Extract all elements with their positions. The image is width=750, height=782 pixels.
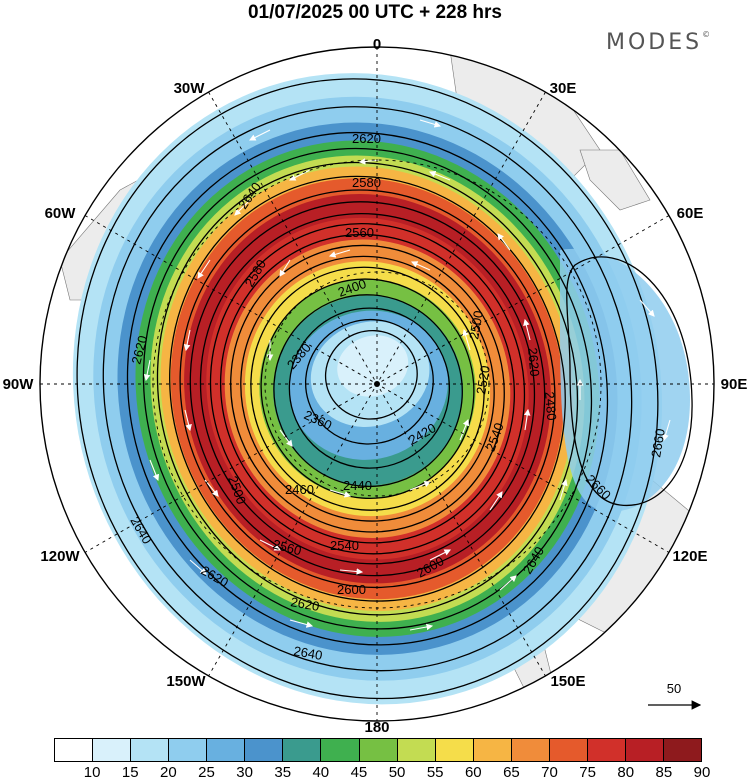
- vector-reference-label: 50: [667, 681, 681, 696]
- colorbar-swatch: [283, 739, 322, 761]
- colorbar-tick-label: 50: [388, 764, 406, 781]
- south-pole-marker: [374, 381, 380, 387]
- contour-label: 2580: [352, 175, 381, 190]
- colorbar-tick-label: 75: [579, 764, 596, 781]
- colorbar-swatch: [131, 739, 170, 761]
- colorbar-ticks: 10 15 20 25 30 35 40 45 50 55 60 65 70 75 80 85 90: [54, 764, 711, 782]
- contour-label: 2620: [525, 347, 542, 377]
- contour-label: 2600: [337, 582, 366, 597]
- contour-label: 2500: [466, 309, 486, 340]
- colorbar-swatch: [55, 739, 94, 761]
- contour-label: 2480: [542, 391, 559, 421]
- colorbar-swatch: [397, 739, 436, 761]
- colorbar-tick-label: 35: [274, 764, 292, 781]
- colorbar-tick-label: 25: [198, 764, 215, 781]
- wind-vectors: [143, 119, 671, 631]
- longitude-label-30w: 30W: [174, 80, 206, 97]
- contour-label: 2640: [292, 643, 323, 663]
- colorbar-tick-label: 55: [426, 764, 444, 781]
- contour-label: 2660: [648, 427, 668, 458]
- colorbar-swatch: [473, 739, 512, 761]
- colorbar-swatch: [625, 739, 664, 761]
- longitude-label-120e: 120E: [672, 548, 707, 565]
- colorbar-swatch: [359, 739, 398, 761]
- colorbar-swatch: [169, 739, 208, 761]
- longitude-label-120w: 120W: [40, 548, 80, 565]
- contour-label: 2460: [285, 482, 314, 497]
- longitude-label-60w: 60W: [45, 205, 77, 222]
- colorbar-tick-label: 15: [121, 764, 139, 781]
- contour-2660: [566, 256, 693, 507]
- longitude-label-90w: 90W: [3, 376, 35, 393]
- colorbar-tick-label: 70: [541, 764, 558, 781]
- longitude-label-30e: 30E: [550, 80, 577, 97]
- longitude-label-180: 180: [364, 719, 389, 736]
- colorbar-tick-label: 45: [350, 764, 368, 781]
- longitude-label-60e: 60E: [677, 205, 704, 222]
- colorbar-tick-label: 60: [464, 764, 482, 781]
- longitude-label-150w: 150W: [166, 673, 206, 690]
- colorbar-tick-label: 90: [693, 764, 711, 781]
- longitude-label-90e: 90E: [721, 376, 748, 393]
- colorbar-swatch: [93, 739, 132, 761]
- modes-logo: MODES©: [606, 30, 711, 55]
- colorbar-swatch: [549, 739, 588, 761]
- contour-label: 2560: [345, 225, 374, 240]
- contour-label: 2620: [289, 594, 320, 614]
- longitude-label-0: 0: [373, 36, 381, 53]
- colorbar-tick-label: 10: [83, 764, 101, 781]
- longitude-label-150e: 150E: [550, 673, 585, 690]
- colorbar-swatch: [245, 739, 284, 761]
- contour-label-group: 2620 2640 2580 2560 2400 2380 2360 2420 …: [127, 131, 668, 663]
- east-jet-blob: [560, 248, 690, 512]
- contour-label: 2560: [271, 536, 303, 558]
- colorbar-swatch: [207, 739, 246, 761]
- polar-map: 2620 2640 2580 2560 2400 2380 2360 2420 …: [3, 36, 748, 736]
- colorbar-tick-label: 80: [617, 764, 635, 781]
- colorbar-swatch: [511, 739, 550, 761]
- contour-lines: [76, 78, 659, 700]
- land-indian-ocean-islands: [579, 149, 651, 211]
- colorbar-swatch: [435, 739, 474, 761]
- colorbar-swatch: [321, 739, 360, 761]
- colorbar-swatch: [587, 739, 626, 761]
- contour-label: 2620: [352, 131, 381, 146]
- contour-label: 2520: [473, 364, 493, 395]
- colorbar-tick-label: 65: [503, 764, 520, 781]
- colorbar-tick-label: 20: [160, 764, 177, 781]
- contour-label: 2540: [330, 538, 359, 553]
- map-title: 01/07/2025 00 UTC + 228 hrs: [247, 2, 503, 23]
- contour-label: 2440: [343, 478, 372, 493]
- contour-label: 2620: [128, 334, 150, 366]
- colorbar-swatch: [664, 739, 702, 761]
- map-boundary: [39, 46, 715, 722]
- colorbar-tick-label: 85: [655, 764, 673, 781]
- colorbar-tick-label: 30: [236, 764, 253, 781]
- wind-speed-colorbar: [54, 738, 702, 762]
- colorbar-tick-label: 40: [312, 764, 330, 781]
